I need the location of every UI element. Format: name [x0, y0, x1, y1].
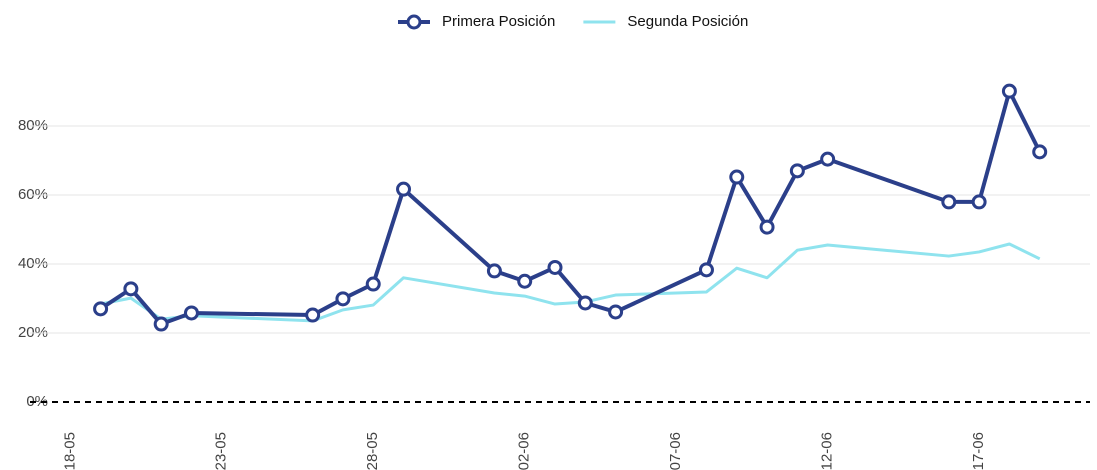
x-tick-label: 02-06 [516, 432, 533, 470]
point [729, 169, 745, 185]
legend-marker [406, 14, 422, 30]
point [759, 219, 775, 235]
point [941, 194, 957, 210]
x-tick-label: 07-06 [667, 432, 684, 470]
point [820, 151, 836, 167]
x-tick-label: 23-05 [213, 432, 230, 470]
y-tick-label: 0% [26, 393, 48, 410]
point [698, 262, 714, 278]
point [365, 276, 381, 292]
point [305, 307, 321, 323]
x-tick-label: 17-06 [970, 432, 987, 470]
legend-label: Segunda Posición [627, 13, 748, 30]
point [517, 273, 533, 289]
point [1032, 144, 1048, 160]
point [971, 194, 987, 210]
x-tick-label: 18-05 [61, 432, 78, 470]
point [153, 316, 169, 332]
series-line [99, 89, 1042, 327]
point [123, 281, 139, 297]
point [789, 163, 805, 179]
x-tick-label: 12-06 [819, 432, 836, 470]
y-tick-label: 60% [18, 186, 48, 203]
point [486, 263, 502, 279]
point [335, 291, 351, 307]
point [577, 295, 593, 311]
point [93, 301, 109, 317]
point [183, 305, 199, 321]
point [1001, 83, 1017, 99]
point [608, 304, 624, 320]
series-line [100, 242, 1041, 323]
y-tick-label: 20% [18, 324, 48, 341]
x-tick-label: 28-05 [364, 432, 381, 470]
point [547, 259, 563, 275]
point [396, 181, 412, 197]
y-tick-label: 40% [18, 255, 48, 272]
legend-label: Primera Posición [442, 13, 555, 30]
y-tick-label: 80% [18, 117, 48, 134]
